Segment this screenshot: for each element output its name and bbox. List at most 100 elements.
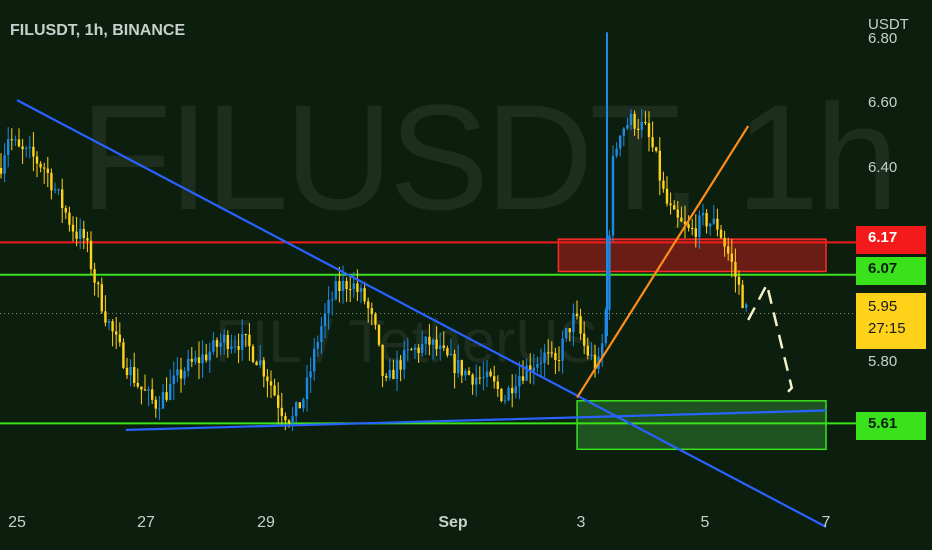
candle-body: [352, 283, 355, 290]
candle-body: [619, 135, 622, 149]
candle-body: [532, 367, 535, 372]
candle-body: [35, 156, 39, 164]
candle-body: [338, 281, 341, 292]
price-tag-support-lower: 5.61: [856, 412, 926, 440]
candle-body: [14, 139, 17, 141]
candle-body: [50, 172, 53, 191]
candle-body: [133, 366, 136, 383]
candle-body: [82, 228, 85, 239]
candle-body: [46, 168, 49, 173]
candle-body: [345, 281, 348, 290]
candle-body: [489, 371, 492, 377]
candle-body: [377, 324, 381, 345]
candle-body: [57, 189, 60, 191]
trendline-ascending-orange: [576, 125, 750, 399]
candle-body: [10, 139, 13, 141]
candle-body: [579, 316, 582, 334]
candle-body: [201, 354, 204, 364]
candle-body: [665, 188, 669, 204]
candle-body: [687, 224, 690, 228]
candle-body: [413, 347, 417, 350]
candle-body: [431, 339, 435, 345]
candle-body: [651, 137, 654, 148]
candle-body: [115, 331, 118, 335]
candle-body: [118, 334, 121, 343]
candle-body: [583, 333, 586, 346]
watermark-symbol: FILUSDT, 1h: [80, 73, 899, 241]
candle-body: [161, 392, 165, 409]
candle-body: [147, 389, 150, 391]
candle-body: [543, 352, 546, 363]
candle-body: [284, 415, 287, 421]
candle-body: [179, 369, 183, 379]
candle-body: [449, 353, 453, 356]
candle-body: [644, 121, 647, 124]
candle-body: [313, 348, 316, 372]
candle-body: [745, 304, 748, 308]
candle-body: [381, 344, 384, 376]
candle-body: [737, 276, 741, 285]
candle-body: [557, 360, 561, 362]
candle-body: [305, 377, 309, 400]
candle-body: [511, 387, 514, 394]
candle-body: [125, 367, 129, 376]
candle-body: [43, 167, 46, 169]
candle-body: [435, 339, 438, 349]
candle-body: [395, 360, 399, 380]
candle-body: [226, 335, 229, 350]
candle-body: [676, 209, 679, 218]
candle-body: [334, 281, 337, 300]
trendline-ascending-support: [125, 409, 827, 431]
candle-body: [302, 399, 305, 409]
candle-body: [273, 385, 276, 396]
candle-body: [572, 313, 575, 333]
candle-body: [439, 345, 442, 349]
candle-body: [298, 402, 301, 409]
candle-body: [187, 358, 190, 371]
candle-body: [611, 155, 615, 236]
candle-body: [291, 416, 294, 424]
candle-body: [169, 383, 172, 400]
candle-body: [385, 375, 388, 378]
support-zone: [576, 400, 827, 451]
candle-body: [601, 343, 604, 357]
candle-body: [7, 139, 10, 156]
candle-body: [367, 301, 370, 309]
candle-body: [215, 340, 219, 347]
candle-body: [586, 345, 589, 356]
candle-body: [392, 369, 395, 380]
candle-body: [554, 353, 557, 361]
candle-body: [68, 212, 71, 225]
candle-body: [295, 402, 298, 417]
candle-body: [172, 375, 175, 384]
candle-body: [507, 387, 510, 401]
candle-body: [550, 352, 553, 354]
candle-body: [403, 349, 406, 370]
candle-body: [525, 365, 528, 381]
candle-body: [97, 282, 100, 285]
y-tick-label: 5.80: [868, 353, 898, 370]
price-tag-support-upper: 6.07: [856, 257, 926, 285]
y-tick-label: 6.40: [868, 159, 898, 176]
candle-body: [604, 309, 607, 344]
candle-body: [230, 346, 233, 350]
candle-body: [590, 354, 593, 356]
candle-body: [475, 377, 478, 385]
candle-body: [701, 212, 705, 216]
candle-body: [122, 342, 125, 368]
candle-body: [680, 217, 683, 222]
candle-body: [593, 354, 597, 369]
candle-body: [698, 215, 701, 237]
candle-body: [327, 299, 330, 314]
candle-body: [399, 360, 402, 370]
candle-body: [205, 354, 208, 361]
candle-body: [640, 121, 643, 130]
candle-body: [61, 189, 64, 209]
candle-body: [723, 237, 726, 247]
candle-body: [633, 113, 636, 129]
x-tick-label: 3: [576, 514, 586, 531]
candle-body: [151, 389, 154, 400]
candle-body: [104, 311, 107, 323]
candle-body: [320, 326, 323, 343]
